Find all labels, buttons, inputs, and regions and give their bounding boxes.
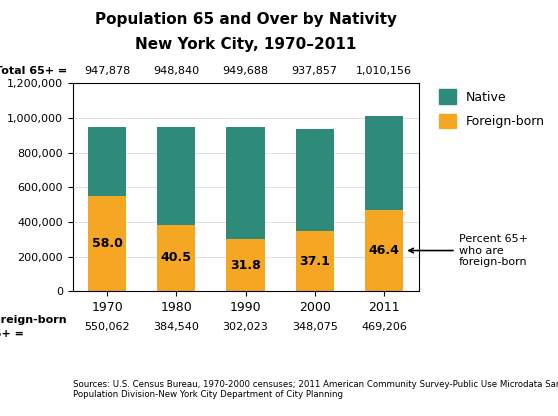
Text: 46.4: 46.4	[368, 244, 400, 257]
Bar	[88, 196, 126, 291]
Bar	[157, 225, 195, 291]
Bar	[227, 239, 264, 291]
Text: Percent 65+
who are
foreign-born: Percent 65+ who are foreign-born	[409, 234, 528, 267]
Bar	[88, 127, 126, 196]
Bar	[296, 129, 334, 231]
Text: Foreign-born
65+ =: Foreign-born 65+ =	[0, 314, 67, 339]
Text: Sources: U.S. Census Bureau, 1970-2000 censuses; 2011 American Community Survey-: Sources: U.S. Census Bureau, 1970-2000 c…	[73, 380, 558, 399]
Text: 949,688: 949,688	[223, 66, 268, 76]
Text: 31.8: 31.8	[230, 258, 261, 272]
Text: 948,840: 948,840	[153, 66, 199, 76]
Bar	[296, 231, 334, 291]
Text: New York City, 1970–2011: New York City, 1970–2011	[135, 37, 356, 52]
Text: 937,857: 937,857	[292, 66, 338, 76]
Text: 947,878: 947,878	[84, 66, 130, 76]
Legend: Native, Foreign-born: Native, Foreign-born	[439, 89, 545, 128]
Bar	[157, 127, 195, 225]
Text: 550,062: 550,062	[84, 322, 130, 332]
Text: 348,075: 348,075	[292, 322, 338, 332]
Text: Population 65 and Over by Nativity: Population 65 and Over by Nativity	[94, 12, 397, 27]
Text: 384,540: 384,540	[153, 322, 199, 332]
Text: 302,023: 302,023	[223, 322, 268, 332]
Bar	[365, 210, 403, 291]
Bar	[227, 126, 264, 239]
Text: 1,010,156: 1,010,156	[356, 66, 412, 76]
Text: 469,206: 469,206	[361, 322, 407, 332]
Text: 37.1: 37.1	[299, 255, 330, 267]
Text: Total 65+ =: Total 65+ =	[0, 66, 67, 76]
Text: 58.0: 58.0	[92, 237, 123, 250]
Text: 40.5: 40.5	[161, 251, 192, 265]
Bar	[365, 116, 403, 210]
